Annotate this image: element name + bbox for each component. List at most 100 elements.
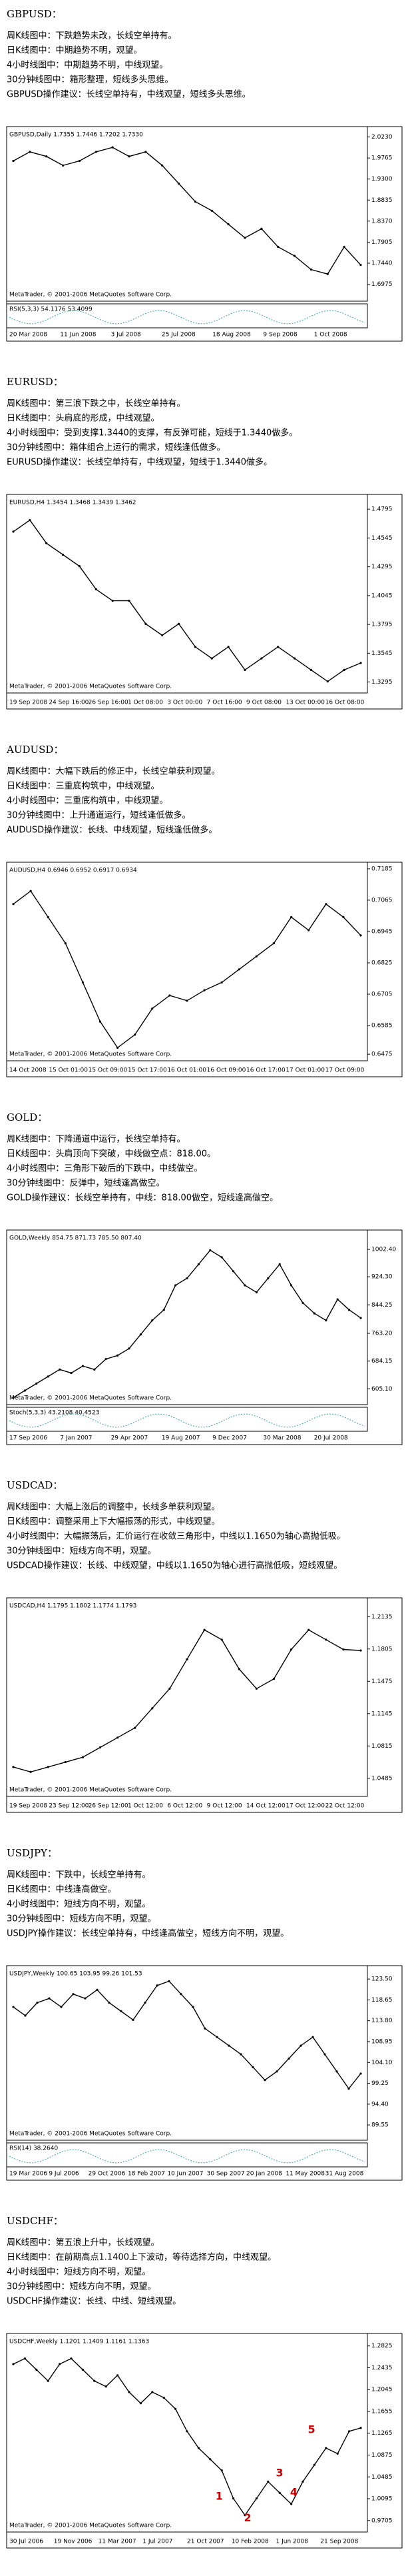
price-line xyxy=(13,1980,361,2090)
price-point xyxy=(108,2002,110,2004)
plot-frame xyxy=(6,862,368,1061)
indicator-label: RSI(5,3,3) 54.1176 53.4099 xyxy=(9,307,93,313)
price-point xyxy=(93,1368,96,1371)
price-point xyxy=(134,1033,136,1036)
price-point xyxy=(47,1375,49,1378)
price-point xyxy=(81,981,84,983)
price-point xyxy=(168,1980,170,1982)
price-point xyxy=(302,1301,304,1304)
y-tick-label: 0.9705 xyxy=(371,2517,393,2524)
chart-header: USDJPY,Weekly 100.65 103.95 99.26 101.53 xyxy=(9,1971,142,1978)
x-tick-label: 9 Sep 2008 xyxy=(263,332,298,338)
price-point xyxy=(252,2066,254,2068)
indicator-label: Stoch(5,3,3) 43.2108 40.4523 xyxy=(9,1410,99,1417)
y-tick-label: 684.15 xyxy=(371,1358,393,1365)
chart-frame xyxy=(6,2333,403,2549)
y-tick-label: 0.6705 xyxy=(371,991,393,998)
heading: AUDUSD： xyxy=(6,744,63,756)
price-point xyxy=(194,646,197,648)
x-tick-label: 13 Oct 00:00 xyxy=(286,700,325,706)
x-tick-label: 18 Feb 2007 xyxy=(128,2171,165,2178)
price-point xyxy=(203,989,206,991)
price-point xyxy=(309,668,313,672)
price-point xyxy=(307,1628,310,1631)
price-point xyxy=(12,2006,15,2008)
price-point xyxy=(232,2497,235,2500)
y-tick-label: 0.7065 xyxy=(371,897,393,904)
indicator-frame xyxy=(6,2142,368,2168)
y-tick-label: 1.1805 xyxy=(371,1646,393,1652)
x-tick-label: 11 Jun 2008 xyxy=(60,332,96,338)
price-point xyxy=(311,2036,314,2038)
x-tick-label: 10 Jun 2007 xyxy=(167,2171,203,2178)
price-point xyxy=(93,2379,96,2382)
analysis-line: 日K线图中：调整采用上下大幅振荡的形式，中线观望。 xyxy=(7,1517,220,1527)
price-point xyxy=(255,955,258,958)
x-tick-label: 29 Oct 2006 xyxy=(89,2171,126,2178)
y-tick-label: 1.1475 xyxy=(371,1678,393,1685)
price-point xyxy=(45,155,48,158)
price-point xyxy=(293,657,296,660)
x-tick-label: 9 Dec 2007 xyxy=(212,1435,247,1442)
y-tick-label: 108.95 xyxy=(371,2038,393,2045)
price-point xyxy=(162,1309,165,1311)
price-point xyxy=(144,151,147,153)
price-point xyxy=(192,2006,194,2008)
x-tick-label: 1 Jul 2007 xyxy=(142,2539,172,2545)
price-point xyxy=(359,662,362,664)
price-point xyxy=(277,245,280,249)
plot-frame xyxy=(6,494,368,694)
price-point xyxy=(120,2010,122,2013)
analysis-line: 日K线图中：中期趋势不明，观望。 xyxy=(7,45,142,56)
heading: GOLD： xyxy=(7,1111,47,1123)
chart-footer: MetaTrader, © 2001-2006 MetaQuotes Softw… xyxy=(9,684,172,690)
price-point xyxy=(128,2391,130,2393)
analysis-line: 周K线图中：第三浪下跌之中，长线空单持有。 xyxy=(7,398,186,409)
x-tick-label: 9 Oct 12:00 xyxy=(207,1803,242,1810)
plot-frame xyxy=(6,1597,368,1797)
price-point xyxy=(144,2002,146,2004)
price-point xyxy=(47,916,49,918)
price-point xyxy=(336,2452,339,2455)
price-point xyxy=(326,273,329,275)
y-tick-label: 924.30 xyxy=(371,1274,393,1281)
price-point xyxy=(111,146,114,149)
indicator-frame xyxy=(6,1407,368,1432)
x-tick-label: 1 Oct 12:00 xyxy=(128,1803,163,1810)
wave-label: 4 xyxy=(290,2486,298,2499)
price-point xyxy=(216,2036,218,2038)
price-point xyxy=(12,159,15,163)
wave-label: 3 xyxy=(276,2466,284,2479)
analysis-line: 30分钟线图中：反弹中，短线逢高做空。 xyxy=(7,1178,165,1189)
price-point xyxy=(35,1382,38,1385)
price-point xyxy=(24,2014,27,2017)
price-point xyxy=(267,1277,270,1280)
analysis-line: USDCHF操作建议：长线、中线、短线观望。 xyxy=(7,2296,181,2307)
x-tick-label: 19 Nov 2006 xyxy=(54,2539,93,2545)
price-point xyxy=(278,2491,281,2494)
price-point xyxy=(116,2374,119,2377)
price-point xyxy=(12,530,15,533)
price-point xyxy=(29,890,32,892)
price-point xyxy=(23,1389,27,1392)
price-point xyxy=(227,646,230,648)
y-tick-label: 1.7440 xyxy=(371,260,393,267)
indicator-label: RSI(14) 38.2640 xyxy=(9,2146,58,2152)
x-tick-label: 15 Oct 01:00 xyxy=(49,1067,88,1074)
x-tick-label: 19 Sep 2008 xyxy=(9,1803,47,1810)
price-point xyxy=(151,1707,154,1710)
x-tick-label: 17 Oct 09:00 xyxy=(325,1067,365,1074)
analysis-line: 4小时线图中：短线方向不明，观望。 xyxy=(7,1899,150,1910)
chart-frame xyxy=(6,1597,403,1813)
price-point xyxy=(255,1291,258,1294)
analysis-line: 30分钟线图中：箱体组合上运行的需求，短线逢低做多。 xyxy=(7,442,226,453)
x-tick-label: 1 Jun 2008 xyxy=(276,2539,309,2545)
price-point xyxy=(359,1317,362,1319)
y-tick-label: 1.1145 xyxy=(371,1710,393,1717)
price-point xyxy=(244,2514,246,2517)
analysis-line: 日K线图中：三重底构筑中，中线观望。 xyxy=(7,781,160,792)
indicator-wave xyxy=(9,1413,365,1428)
x-tick-label: 29 Apr 2007 xyxy=(111,1435,148,1442)
price-point xyxy=(359,264,362,267)
y-tick-label: 1.4545 xyxy=(371,535,393,542)
